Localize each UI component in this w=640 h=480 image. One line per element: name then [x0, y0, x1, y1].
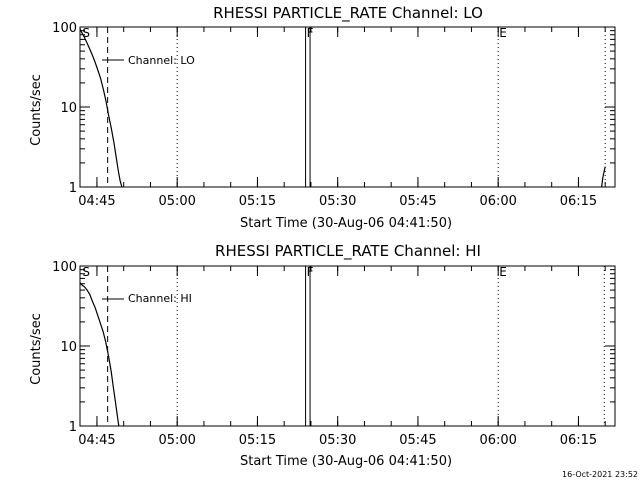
- event-marker-label: E: [499, 265, 507, 279]
- y-axis-label: Counts/sec: [29, 74, 44, 146]
- panel-hi: RHESSI PARTICLE_RATE Channel: HI Start T…: [29, 242, 616, 469]
- x-tick-label: 06:15: [560, 194, 597, 209]
- series-line: [601, 166, 606, 188]
- x-tick-label: 05:30: [319, 194, 356, 209]
- event-marker-label: S: [82, 26, 90, 40]
- x-tick-label: 04:45: [78, 433, 115, 448]
- y-tick-label: 1: [69, 420, 77, 435]
- series-line: [79, 282, 120, 427]
- y-tick-label: 100: [52, 260, 77, 275]
- x-tick-label: 05:15: [239, 433, 276, 448]
- series-line: [79, 28, 123, 188]
- plot-frame: [79, 265, 616, 427]
- x-tick-label: 05:45: [399, 194, 436, 209]
- date-stamp: 16-Oct-2021 23:52: [562, 470, 638, 479]
- plot-area-lo: 1 10 100 04:45 05:00 05:15 05:30 05:45 06:00 06:1…: [52, 21, 616, 209]
- x-tick-label: 06:00: [479, 433, 516, 448]
- plot-area-hi: 1 10 100 04:45 05:00 05:15 05:30 05:45 06:00 06:1…: [52, 260, 616, 448]
- panel-lo: RHESSI PARTICLE_RATE Channel: LO Start T…: [29, 4, 616, 231]
- x-tick-label: 04:45: [78, 194, 115, 209]
- event-marker-label: S: [82, 265, 90, 279]
- chart-title: RHESSI PARTICLE_RATE Channel: HI: [215, 242, 481, 261]
- x-tick-label: 05:15: [239, 194, 276, 209]
- y-tick-label: 100: [52, 21, 77, 36]
- event-marker-label: E: [499, 26, 507, 40]
- chart-title: RHESSI PARTICLE_RATE Channel: LO: [213, 4, 483, 23]
- x-tick-label: 05:30: [319, 433, 356, 448]
- x-axis-label: Start Time (30-Aug-06 04:41:50): [240, 216, 452, 231]
- legend-label: Channel: LO: [128, 54, 195, 67]
- y-tick-label: 1: [69, 181, 77, 196]
- x-tick-label: 06:00: [479, 194, 516, 209]
- plot-frame: [79, 26, 616, 188]
- y-tick-label: 10: [60, 101, 77, 116]
- y-tick-label: 10: [60, 340, 77, 355]
- x-tick-label: 06:15: [560, 433, 597, 448]
- x-tick-label: 05:00: [158, 433, 195, 448]
- x-axis-label: Start Time (30-Aug-06 04:41:50): [240, 454, 452, 469]
- y-axis-label: Counts/sec: [29, 313, 44, 385]
- x-tick-label: 05:45: [399, 433, 436, 448]
- legend-label: Channel: HI: [128, 292, 192, 305]
- x-tick-label: 05:00: [158, 194, 195, 209]
